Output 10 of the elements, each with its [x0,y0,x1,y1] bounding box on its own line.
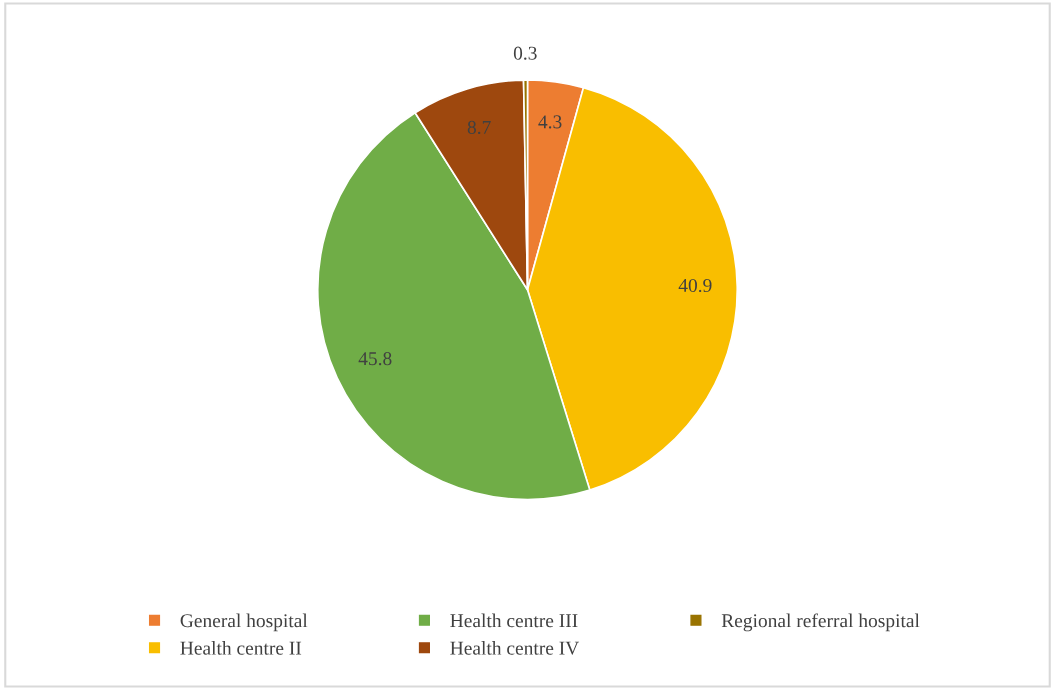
data-label: 45.8 [358,352,392,366]
data-label: 40.9 [678,278,712,293]
legend-label: Health centre IV [450,641,580,655]
legend-label: Health centre II [180,641,302,655]
legend-label: General hospital [180,613,308,632]
data-label: 4.3 [538,115,562,129]
legend-label: Health centre III [450,613,578,628]
legend-label: Regional referral hospital [721,613,920,632]
data-label: 8.7 [467,120,491,135]
data-label: 0.3 [513,46,537,60]
